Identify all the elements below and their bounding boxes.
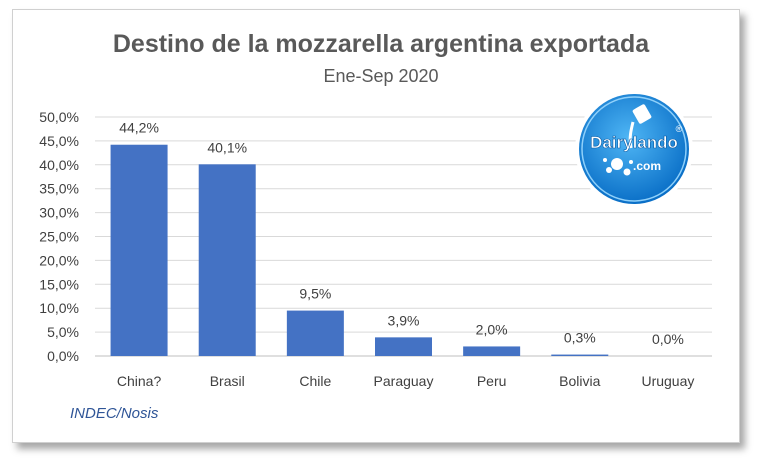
bar-chile	[286, 310, 344, 356]
data-label: 3,9%	[388, 312, 420, 328]
bars	[110, 144, 609, 356]
x-axis-ticks: China? Brasil Chile Paraguay Peru Bolivia Urug…	[117, 373, 695, 389]
y-tick-label: 35,0%	[39, 181, 79, 197]
data-labels: 44,2% 40,1% 9,5% 3,9% 2,0% 0,3% 0,0%	[119, 120, 684, 347]
y-tick-label: 40,0%	[39, 157, 79, 173]
x-tick-label: Bolivia	[559, 373, 600, 389]
x-tick-label: Chile	[299, 373, 331, 389]
data-label: 2,0%	[476, 321, 508, 337]
y-tick-label: 25,0%	[39, 229, 79, 245]
y-tick-label: 0,0%	[47, 348, 79, 364]
bar-china	[110, 144, 168, 356]
y-tick-label: 15,0%	[39, 276, 79, 292]
y-tick-label: 10,0%	[39, 300, 79, 316]
y-axis-ticks: 0,0% 5,0% 10,0% 15,0% 20,0% 25,0% 30,0% 35,0% 40…	[39, 109, 79, 364]
bar-peru	[463, 346, 521, 356]
source-note: INDEC/Nosis	[70, 405, 159, 422]
x-tick-label: Brasil	[210, 373, 245, 389]
data-label: 9,5%	[299, 286, 331, 302]
data-label: 44,2%	[119, 120, 159, 136]
milk-can-icon	[628, 104, 652, 149]
y-tick-label: 45,0%	[39, 133, 79, 149]
chart-subtitle: Ene-Sep 2020	[323, 66, 439, 86]
x-tick-label: Paraguay	[374, 373, 434, 389]
logo-domain: .com	[633, 159, 661, 173]
y-tick-label: 20,0%	[39, 252, 79, 268]
x-tick-label: Peru	[477, 373, 507, 389]
x-tick-label: Uruguay	[641, 373, 694, 389]
bar-brasil	[198, 164, 256, 356]
registered-mark: ®	[676, 124, 683, 134]
x-tick-label: China?	[117, 373, 162, 389]
bar-paraguay	[375, 337, 432, 356]
dairylando-logo: Dairylando .com ®	[575, 90, 693, 208]
bar-bolivia	[551, 354, 609, 356]
milk-splash-icon	[603, 158, 633, 176]
logo-wordmark: Dairylando	[590, 133, 678, 152]
chart-title: Destino de la mozzarella argentina expor…	[112, 30, 650, 58]
data-label: 40,1%	[207, 139, 247, 155]
gridlines	[95, 116, 712, 357]
y-tick-label: 30,0%	[39, 205, 79, 221]
data-label: 0,3%	[564, 330, 596, 346]
y-tick-label: 50,0%	[39, 109, 79, 125]
data-label: 0,0%	[652, 331, 684, 347]
y-tick-label: 5,0%	[47, 324, 79, 340]
